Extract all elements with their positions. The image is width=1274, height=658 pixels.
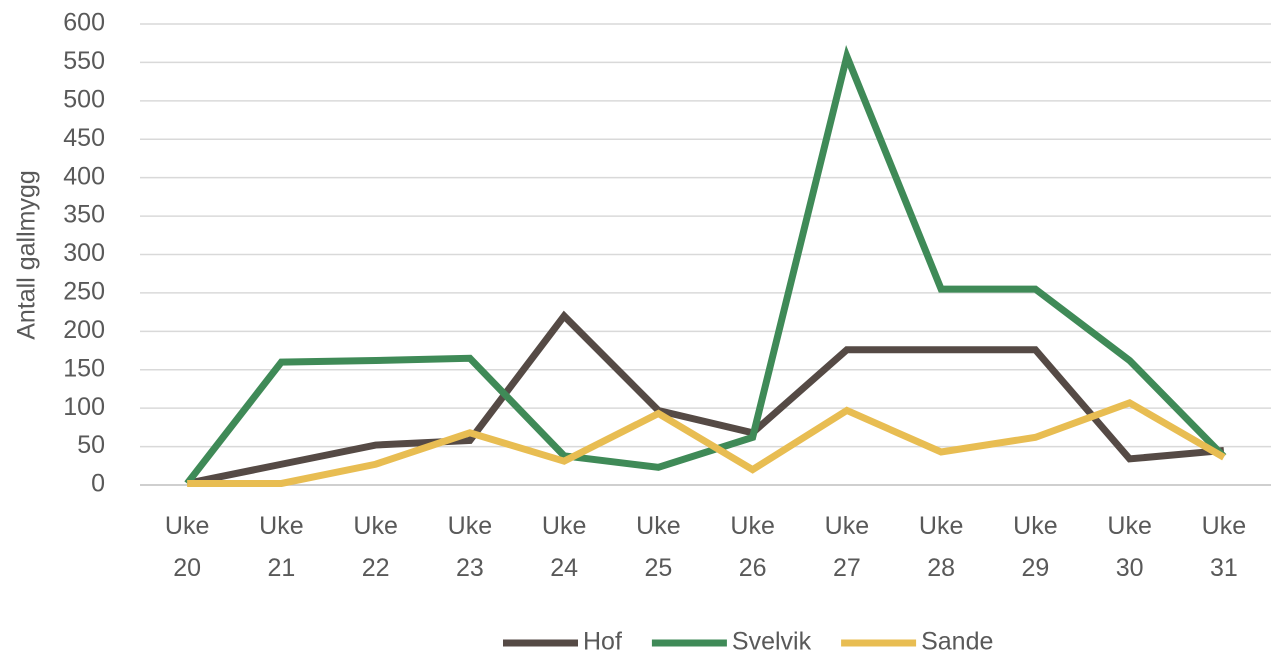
x-tick-label: Uke 27 — [824, 512, 870, 582]
y-tick-label: 200 — [63, 316, 105, 344]
x-tick-label-box: Uke 26 — [730, 512, 775, 582]
y-tick-label: 400 — [63, 162, 105, 190]
x-tick-label: Uke 25 — [636, 512, 681, 582]
y-tick-label: 300 — [63, 239, 105, 267]
y-tick-label: 250 — [63, 278, 105, 306]
series-line — [187, 398, 1226, 487]
x-tick-label: Uke 23 — [447, 512, 493, 582]
x-tick-label: Uke 29 — [1013, 512, 1058, 582]
x-tick-label-box: Uke 21 — [259, 512, 304, 582]
series-line — [186, 310, 1225, 487]
y-tick-label: 0 — [91, 470, 105, 498]
x-tick-label-box: Uke 25 — [636, 512, 681, 582]
legend-label: Svelvik — [732, 628, 812, 656]
legend-label: Sande — [921, 628, 993, 656]
x-tick-label-box: Uke 24 — [541, 512, 587, 582]
y-tick-label: 550 — [63, 47, 105, 75]
x-tick-label-box: Uke 23 — [447, 512, 493, 582]
x-tick-label-box: Uke 30 — [1107, 512, 1152, 582]
x-tick-label-box: Uke 22 — [353, 512, 398, 582]
y-tick-label: 350 — [63, 201, 105, 229]
x-tick-label: Uke 30 — [1107, 512, 1152, 582]
series-line — [184, 44, 1227, 486]
x-tick-label-box: Uke 27 — [824, 512, 870, 582]
x-tick-label-box: Uke 29 — [1013, 512, 1058, 582]
y-tick-label: 100 — [63, 393, 105, 421]
y-tick-label: 50 — [77, 431, 105, 459]
x-tick-label: Uke 24 — [541, 512, 587, 582]
x-tick-label: Uke 22 — [353, 512, 398, 582]
y-tick-label: 450 — [63, 124, 105, 152]
x-tick-label-box: Uke 20 — [164, 512, 210, 582]
legend-label: Hof — [583, 628, 622, 656]
x-tick-label-box: Uke 28 — [918, 512, 964, 582]
x-tick-label: Uke 20 — [164, 512, 210, 582]
x-tick-label: Uke 31 — [1201, 512, 1247, 582]
y-axis-label: Antall gallmygg — [13, 170, 41, 340]
x-tick-label: Uke 26 — [730, 512, 775, 582]
y-tick-label: 600 — [63, 9, 105, 37]
y-tick-label: 500 — [63, 85, 105, 113]
x-tick-label-box: Uke 31 — [1201, 512, 1247, 582]
x-tick-label: Uke 21 — [259, 512, 304, 582]
y-tick-label: 150 — [63, 354, 105, 382]
x-tick-label: Uke 28 — [918, 512, 964, 582]
